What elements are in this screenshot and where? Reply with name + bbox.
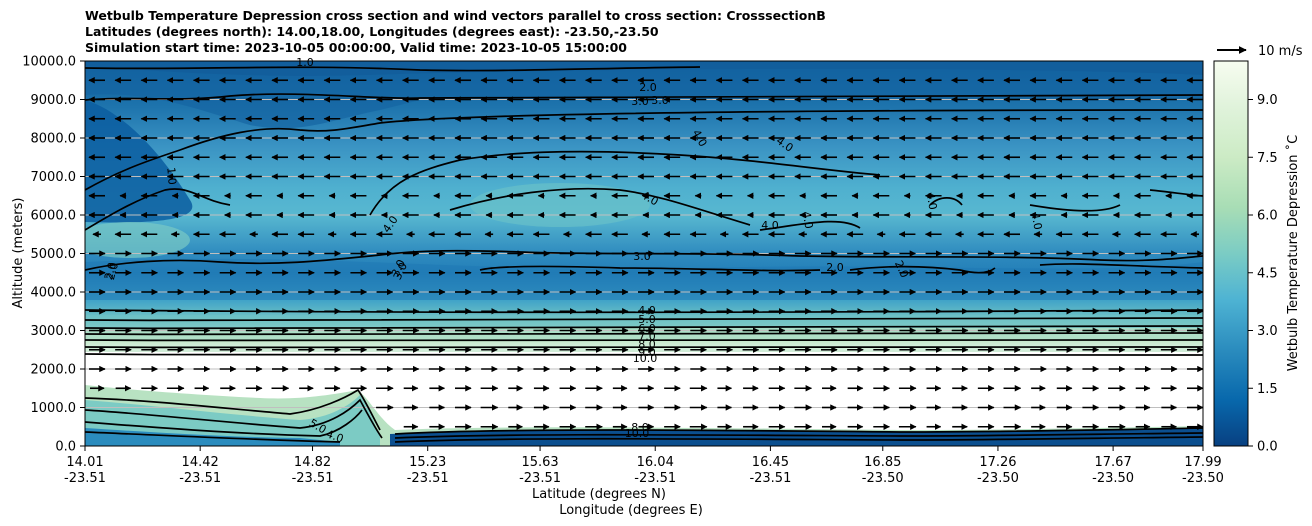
x-axis: 14.01-23.5114.42-23.5114.82-23.5115.23-2… (64, 446, 1224, 486)
contour-label: 3.0 (631, 95, 649, 108)
y-tick-label: 9000.0 (31, 93, 77, 108)
x-tick-label-lon: -23.51 (634, 471, 676, 486)
x-axis-label-lon: Longitude (degrees E) (559, 503, 703, 518)
title-line-3: Simulation start time: 2023-10-05 00:00:… (85, 40, 627, 55)
x-tick-label-lon: -23.50 (862, 471, 904, 486)
y-tick-label: 5000.0 (31, 247, 77, 262)
x-tick-label-lat: 17.26 (979, 455, 1016, 470)
x-tick-label-lon: -23.51 (407, 471, 449, 486)
y-tick-label: 8000.0 (31, 132, 77, 147)
x-tick-label-lon: -23.51 (292, 471, 334, 486)
x-tick-label-lat: 15.63 (521, 455, 558, 470)
x-tick-label-lat: 15.23 (409, 455, 446, 470)
x-axis-label-lat: Latitude (degrees N) (532, 487, 666, 502)
x-tick-label-lon: -23.50 (1092, 471, 1134, 486)
colorbar-tick-label: 0.0 (1257, 440, 1278, 455)
x-tick-label-lat: 14.82 (294, 455, 331, 470)
wind-vectors (88, 77, 1203, 430)
y-tick-label: 1000.0 (31, 401, 77, 416)
contour-label: 4.0 (324, 427, 345, 445)
x-tick-label-lat: 17.99 (1184, 455, 1221, 470)
x-tick-label-lat: 17.67 (1095, 455, 1132, 470)
contour-label: 3.0 (633, 250, 651, 263)
y-tick-label: 4000.0 (31, 286, 77, 301)
colorbar-tick-label: 4.5 (1257, 266, 1278, 281)
x-tick-label-lat: 16.85 (864, 455, 901, 470)
x-tick-label-lon: -23.51 (519, 471, 561, 486)
contour-label: 4.0 (761, 219, 779, 232)
x-tick-label-lat: 16.04 (637, 455, 674, 470)
colorbar-tick-label: 3.0 (1257, 324, 1278, 339)
y-tick-label: 3000.0 (31, 324, 77, 339)
colorbar-ticks: 0.0 1.5 3.0 4.5 6.0 7.5 9.0 (1248, 93, 1278, 455)
colorbar-label: Wetbulb Temperature Depression ˚C (1285, 135, 1301, 372)
y-axis: 0.0 1000.0 2000.0 3000.0 4000.0 5000.0 6000.0 7… (22, 55, 85, 455)
contour-label: 2.0 (826, 261, 844, 274)
x-tick-label-lon: -23.51 (749, 471, 791, 486)
y-tick-label: 7000.0 (31, 170, 77, 185)
title-line-2: Latitudes (degrees north): 14.00,18.00, … (85, 24, 659, 39)
chart-title: Wetbulb Temperature Depression cross sec… (85, 8, 826, 56)
x-tick-label-lat: 14.42 (182, 455, 219, 470)
y-axis-label: Altitude (meters) (11, 198, 26, 309)
x-tick-label-lon: -23.50 (977, 471, 1019, 486)
y-tick-label: 0.0 (55, 440, 76, 455)
contour-label: 1.0 (296, 56, 314, 69)
y-tick-label: 2000.0 (31, 363, 77, 378)
contour-label: 2.0 (102, 261, 119, 281)
contour-label: 10.0 (625, 427, 650, 440)
colorbar-tick-label: 9.0 (1257, 93, 1278, 108)
title-line-1: Wetbulb Temperature Depression cross sec… (85, 8, 826, 23)
y-tick-label: 10000.0 (22, 55, 76, 70)
x-tick-label-lon: -23.50 (1182, 471, 1224, 486)
contour-label: 10.0 (633, 352, 658, 365)
colorbar-tick-label: 7.5 (1257, 151, 1278, 166)
x-tick-label-lon: -23.51 (179, 471, 221, 486)
x-tick-label-lat: 14.01 (66, 455, 103, 470)
colorbar (1213, 60, 1249, 447)
contour-label: 5.0 (638, 313, 656, 326)
colorbar-tick-label: 1.5 (1257, 382, 1278, 397)
contour-label: 2.0 (104, 261, 121, 281)
quiver-key-label: 10 m/s (1258, 44, 1303, 59)
colorbar-tick-label: 6.0 (1257, 209, 1278, 224)
contour-label: 2.0 (639, 81, 657, 94)
x-tick-label-lon: -23.51 (64, 471, 106, 486)
x-tick-label-lat: 16.45 (752, 455, 789, 470)
contour-label: 3.0 (651, 94, 669, 107)
y-tick-label: 6000.0 (31, 209, 77, 224)
